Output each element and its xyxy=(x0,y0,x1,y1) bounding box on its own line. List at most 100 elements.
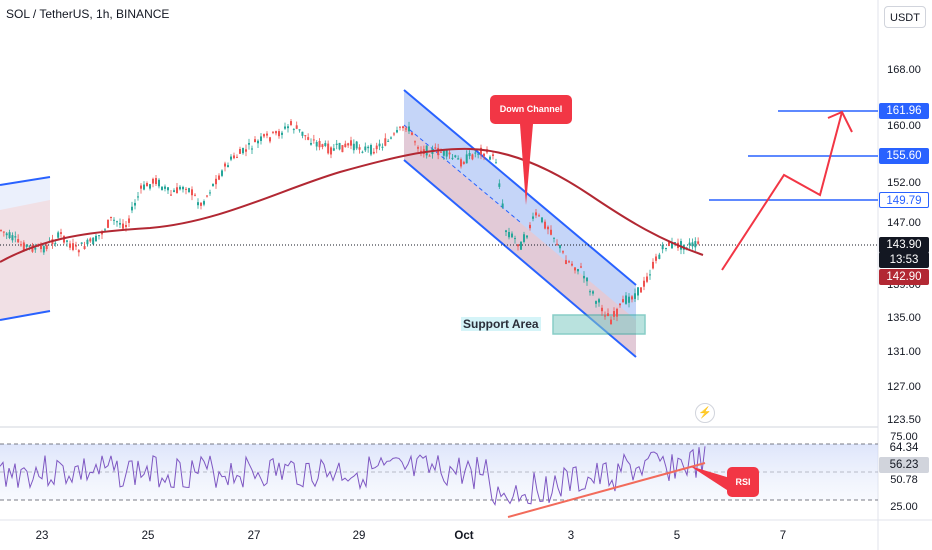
flash-icon[interactable]: ⚡ xyxy=(695,403,715,423)
candle-body xyxy=(140,185,142,189)
price-tick: 160.00 xyxy=(887,120,921,132)
candle-body xyxy=(209,192,211,194)
currency-button[interactable]: USDT xyxy=(884,6,926,28)
candle-body xyxy=(248,143,250,145)
candle-body xyxy=(54,242,57,244)
candle-body xyxy=(658,254,661,259)
candle-body xyxy=(571,263,573,266)
candle-body xyxy=(592,291,594,294)
candle-body xyxy=(532,216,534,219)
candle-body xyxy=(77,250,80,253)
candle-body xyxy=(164,186,166,189)
down-channel-callout[interactable]: Down Channel xyxy=(490,95,572,124)
candle-body xyxy=(440,151,442,153)
time-tick: 5 xyxy=(673,530,681,542)
candle-body xyxy=(498,183,501,187)
candle-body xyxy=(292,129,295,131)
candle-body xyxy=(31,245,34,252)
candle-body xyxy=(128,218,130,223)
price-tag-target-3: 161.96 xyxy=(879,103,929,119)
candle-body xyxy=(327,143,330,154)
candle-body xyxy=(523,234,525,242)
support-area-label[interactable]: Support Area xyxy=(461,317,541,331)
candle-body xyxy=(335,143,338,145)
candle-body xyxy=(610,319,612,325)
candle-body xyxy=(529,224,531,229)
candle-body xyxy=(691,242,694,247)
candle-body xyxy=(375,145,378,150)
candle-body xyxy=(434,147,437,149)
candle-body xyxy=(143,184,145,190)
candle-body xyxy=(236,156,238,158)
candle-body xyxy=(0,229,2,231)
candlestick-series xyxy=(0,118,700,325)
candle-body xyxy=(239,149,241,154)
rsi-callout[interactable]: RSI xyxy=(727,467,759,497)
rsi-line xyxy=(0,446,706,507)
time-tick: 3 xyxy=(567,530,575,542)
time-tick: 7 xyxy=(779,530,787,542)
candle-body xyxy=(92,237,95,245)
candle-body xyxy=(8,232,11,239)
candle-body xyxy=(40,245,42,250)
price-tick: 123.50 xyxy=(887,414,921,426)
candle-body xyxy=(269,137,271,142)
candle-body xyxy=(390,137,392,139)
candle-body xyxy=(414,141,416,143)
candle-body xyxy=(295,125,298,129)
candle-body xyxy=(541,217,543,223)
candle-body xyxy=(465,154,468,164)
candle-body xyxy=(646,276,648,282)
candle-body xyxy=(251,148,253,150)
candle-body xyxy=(45,245,48,250)
candle-body xyxy=(152,178,154,184)
candle-body xyxy=(387,140,390,142)
candle-body xyxy=(290,121,292,125)
left-channel xyxy=(0,176,51,321)
candle-body xyxy=(556,243,558,245)
candle-body xyxy=(281,132,283,135)
symbol-title[interactable]: SOL / TetherUS, 1h, BINANCE xyxy=(6,7,170,21)
candle-body xyxy=(574,267,576,271)
candle-body xyxy=(212,183,214,187)
candle-body xyxy=(298,129,301,131)
candle-body xyxy=(83,246,86,250)
candle-body xyxy=(344,143,347,148)
price-tick: 147.00 xyxy=(887,217,921,229)
price-tag-ma: 142.90 xyxy=(879,269,929,285)
candle-body xyxy=(550,229,552,235)
candle-body xyxy=(411,132,413,135)
candle-body xyxy=(287,126,289,129)
candle-body xyxy=(200,202,202,206)
candle-body xyxy=(224,163,226,167)
candle-body xyxy=(330,147,332,155)
candle-body xyxy=(98,235,100,237)
candle-body xyxy=(176,187,178,194)
candle-body xyxy=(218,175,220,180)
support-area-box xyxy=(552,314,646,335)
candle-body xyxy=(338,142,341,150)
candle-body xyxy=(179,186,181,190)
candle-body xyxy=(137,196,139,198)
candle-body xyxy=(233,155,235,159)
candle-body xyxy=(266,133,268,136)
candle-body xyxy=(544,221,546,229)
candle-body xyxy=(257,140,259,144)
candle-body xyxy=(75,245,77,247)
candle-body xyxy=(42,246,45,253)
candle-body xyxy=(275,131,277,134)
candle-body xyxy=(358,147,361,150)
candle-body xyxy=(451,157,454,159)
price-tag-target-2: 155.60 xyxy=(879,148,929,164)
candle-body xyxy=(462,161,465,165)
rsi-tag-ma: 56.23 xyxy=(879,457,929,473)
candle-body xyxy=(405,128,407,130)
price-tick: 152.00 xyxy=(887,177,921,189)
candle-body xyxy=(245,149,247,152)
candle-body xyxy=(95,235,97,242)
candle-body xyxy=(28,245,31,247)
candle-body xyxy=(11,235,14,241)
candle-body xyxy=(260,136,262,141)
candle-body xyxy=(304,135,307,137)
